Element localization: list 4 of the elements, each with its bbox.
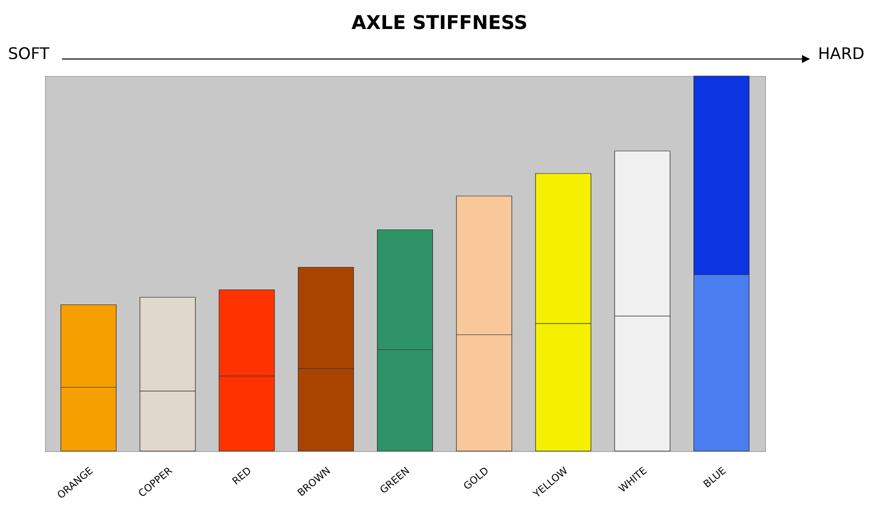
text: HARD [818, 44, 864, 63]
x-tick-label: RED [230, 465, 254, 488]
chart-title: AXLE STIFFNESS [350, 11, 529, 36]
text: SOFT [8, 44, 50, 63]
